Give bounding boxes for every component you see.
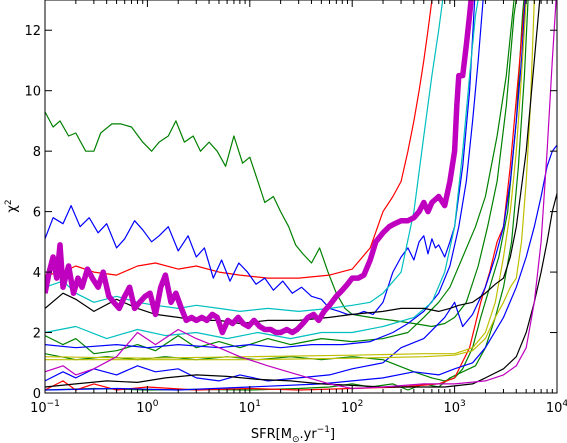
x-tick-label: 10−1 bbox=[30, 399, 60, 416]
series-line-5 bbox=[45, 0, 433, 279]
y-tick-label: 2 bbox=[33, 327, 41, 342]
x-tick-label: 104 bbox=[546, 399, 567, 416]
series-line-10 bbox=[45, 144, 557, 391]
x-axis-label: SFR[M⊙.yr−1] bbox=[251, 425, 335, 443]
series-line-12 bbox=[45, 0, 479, 340]
series-line-3 bbox=[45, 0, 525, 382]
series-line-8 bbox=[45, 0, 484, 349]
x-tick-label: 102 bbox=[341, 399, 363, 416]
x-tick-label: 101 bbox=[239, 399, 261, 416]
series-line-1 bbox=[45, 0, 517, 328]
y-tick-label: 6 bbox=[33, 206, 41, 221]
y-tick-label: 4 bbox=[33, 266, 41, 281]
y-tick-label: 10 bbox=[24, 85, 41, 100]
y-axis-label: χ2 bbox=[4, 199, 20, 212]
y-tick-label: 8 bbox=[33, 145, 41, 160]
series-line-14 bbox=[45, 0, 535, 361]
series-line-18 bbox=[45, 0, 474, 336]
series-line-17 bbox=[45, 0, 557, 390]
series-layer bbox=[45, 0, 557, 391]
series-line-7 bbox=[45, 0, 476, 315]
tick-layer: 10−1 100 101 102 103 104 0 2 4 6 8 10 12 bbox=[24, 0, 567, 416]
x-tick-label: 100 bbox=[136, 399, 159, 416]
plot-frame bbox=[44, 0, 558, 394]
y-tick-label: 0 bbox=[33, 387, 41, 402]
y-tick-label: 12 bbox=[24, 24, 41, 39]
x-tick-label: 103 bbox=[443, 399, 465, 416]
series-line-13 bbox=[45, 0, 527, 359]
series-line-9 bbox=[45, 0, 526, 382]
series-line-11 bbox=[45, 0, 444, 312]
series-line-2 bbox=[45, 0, 515, 355]
